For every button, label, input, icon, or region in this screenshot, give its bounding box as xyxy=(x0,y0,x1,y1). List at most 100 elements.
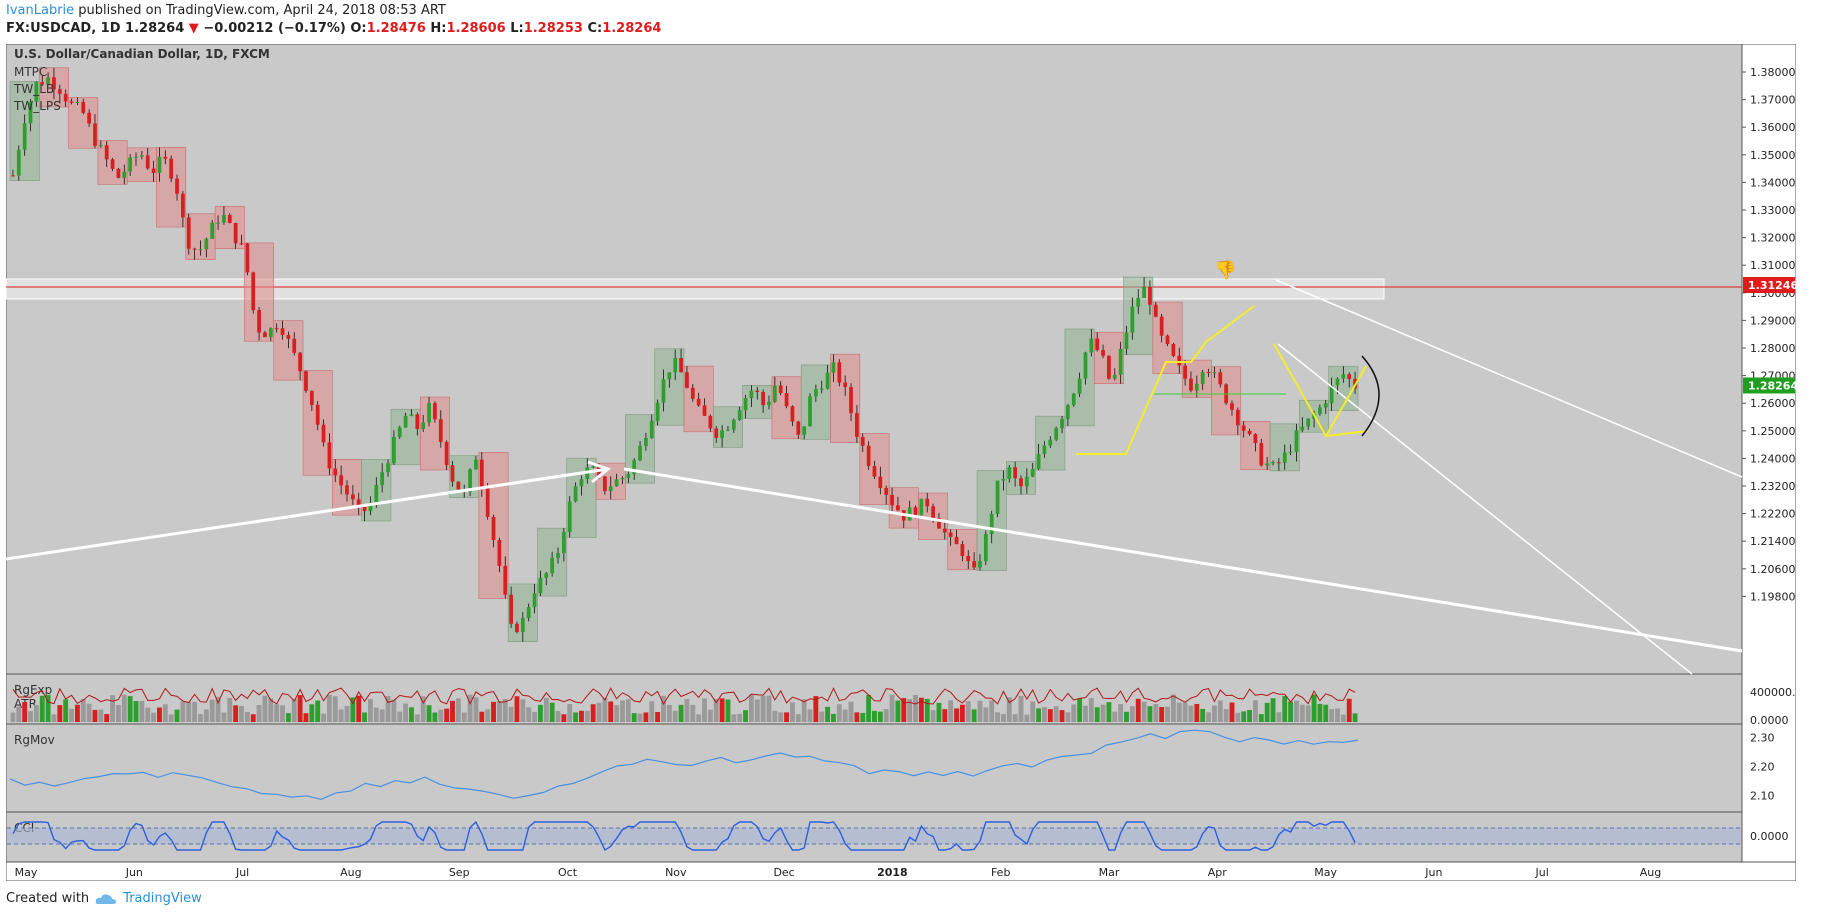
volume-bar xyxy=(643,712,649,722)
volume-bar xyxy=(110,695,115,722)
candle-body xyxy=(731,419,736,430)
rgmov-pane[interactable] xyxy=(6,723,1743,813)
volume-bar xyxy=(1147,706,1153,722)
volume-bar xyxy=(473,697,479,722)
volume-bar xyxy=(596,702,602,722)
candle-body xyxy=(186,217,191,249)
candle-body xyxy=(263,332,267,338)
volume-bar xyxy=(1258,714,1264,722)
candle-body xyxy=(614,479,619,487)
main-pane[interactable] xyxy=(6,44,1743,675)
chart-canvas[interactable]: 👎 U.S. Dollar/Canadian Dollar, 1D, FXCM … xyxy=(6,44,1796,881)
candle-body xyxy=(151,168,156,173)
tradingview-link[interactable]: TradingView xyxy=(123,891,202,906)
candle-body xyxy=(561,532,566,554)
candle-body xyxy=(778,385,783,394)
price-tick-label: 1.21400 xyxy=(1750,535,1796,548)
candle-body xyxy=(204,238,209,250)
volume-bar xyxy=(145,707,151,722)
volume-bar xyxy=(174,709,180,722)
volume-bar xyxy=(977,700,983,722)
price-tick-label: 1.32000 xyxy=(1750,232,1796,245)
candle-body xyxy=(239,243,244,245)
price-axis[interactable] xyxy=(1741,44,1796,863)
volume-bar xyxy=(362,712,368,722)
candle-body xyxy=(1189,378,1193,391)
volume-bar xyxy=(1235,712,1241,722)
volume-bar xyxy=(274,704,280,722)
volume-bar xyxy=(1036,708,1042,722)
volume-bar xyxy=(250,714,256,722)
price-tick-label: 1.25000 xyxy=(1750,425,1796,438)
candle-body xyxy=(608,486,613,492)
volume-bar xyxy=(1335,708,1340,722)
candle-body xyxy=(1071,393,1076,406)
candle-body xyxy=(433,403,437,420)
candle-body xyxy=(11,175,15,177)
candle-body xyxy=(222,215,226,223)
candle-body xyxy=(726,429,730,431)
week-box xyxy=(800,364,831,440)
candle-body xyxy=(1159,316,1164,336)
volume-bar xyxy=(379,709,385,722)
volume-bar xyxy=(649,701,655,722)
price-tick-label: 1.29000 xyxy=(1750,314,1796,327)
candle-body xyxy=(1171,344,1176,356)
pattern-boxes xyxy=(9,67,1359,643)
candle-body xyxy=(1341,374,1346,379)
week-box xyxy=(478,452,509,599)
volume-bar xyxy=(455,698,461,722)
candle-body xyxy=(1294,430,1299,452)
candle-body xyxy=(860,436,865,446)
volume-bar xyxy=(836,704,842,722)
volume-bar xyxy=(731,714,737,722)
volume-bar xyxy=(567,704,573,722)
volume-bar xyxy=(877,711,883,722)
candle-body xyxy=(356,499,361,507)
time-tick-label: May xyxy=(1314,866,1337,879)
candle-body xyxy=(456,481,461,490)
volume-bar xyxy=(1065,712,1071,722)
volume-bar xyxy=(854,712,860,722)
candle-body xyxy=(1042,445,1047,454)
price-tick-label: 1.23200 xyxy=(1750,480,1796,493)
thumbs-down-icon: 👎 xyxy=(1214,260,1236,281)
candle-body xyxy=(292,338,297,353)
price-badge xyxy=(1743,277,1795,294)
candle-body xyxy=(386,463,390,473)
candle-body xyxy=(362,506,367,512)
candle-body xyxy=(1101,350,1105,356)
candle-body xyxy=(339,475,344,486)
volume-bar xyxy=(860,712,866,722)
week-box xyxy=(273,320,304,381)
volume-bar xyxy=(373,707,379,722)
cci-path xyxy=(12,820,1356,852)
volume-bar xyxy=(1100,704,1106,722)
candle-body xyxy=(983,533,988,562)
candle-body xyxy=(767,401,771,406)
candle-body xyxy=(304,371,308,391)
volume-bar xyxy=(784,712,789,722)
volume-bar xyxy=(1188,705,1194,722)
volume-bar xyxy=(948,700,954,722)
candle-body xyxy=(327,442,332,469)
candle-body xyxy=(397,427,402,437)
volume-bar xyxy=(209,699,215,722)
volume-bar xyxy=(461,712,467,722)
candle-body xyxy=(315,404,320,425)
author-link[interactable]: IvanLabrie xyxy=(6,3,75,18)
down-arrow-icon: ▼ xyxy=(188,21,199,36)
volume-bar xyxy=(1159,707,1165,722)
volume-bar xyxy=(584,710,590,722)
volume-bar xyxy=(479,711,485,722)
candle-body xyxy=(198,249,203,251)
time-axis[interactable] xyxy=(6,861,1796,881)
volume-title: RgExp xyxy=(14,683,52,697)
volume-bar xyxy=(280,705,285,722)
candle-body xyxy=(884,488,889,495)
trendline-rising xyxy=(6,467,609,561)
volume-bar xyxy=(1024,714,1030,722)
time-tick-label: Apr xyxy=(1208,866,1228,879)
volume-bar xyxy=(1141,701,1147,722)
candle-body xyxy=(896,505,900,511)
